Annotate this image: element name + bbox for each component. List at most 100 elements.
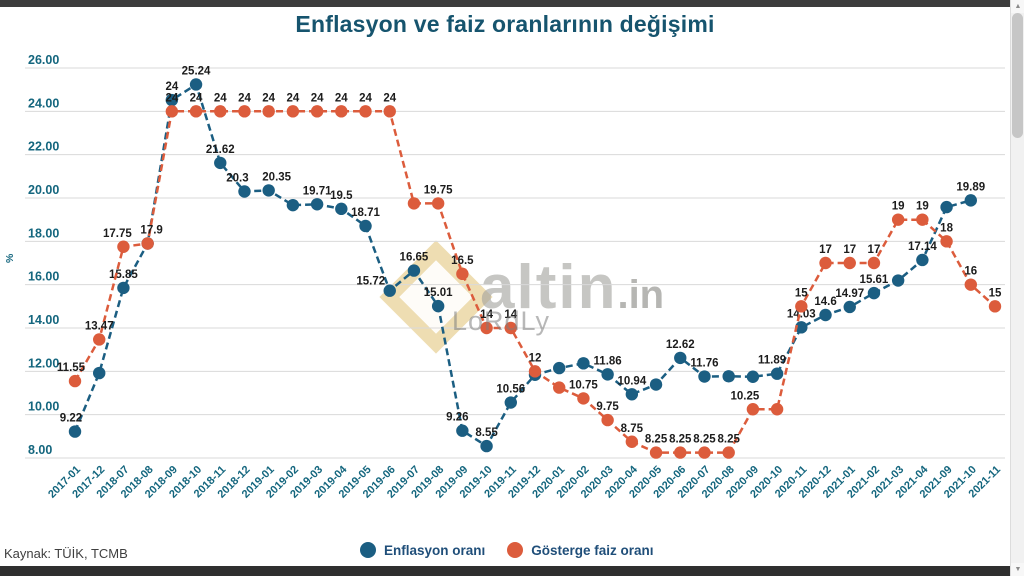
data-point-label: 20.3 — [226, 173, 248, 185]
data-point-label: 25.24 — [182, 65, 211, 77]
data-point-marker — [988, 300, 1002, 313]
data-point-marker — [93, 366, 106, 380]
chart-legend: Enflasyon oranı Gösterge faiz oranı — [360, 542, 654, 558]
legend-item-interest: Gösterge faiz oranı — [507, 542, 654, 558]
data-point-label: 17.14 — [908, 241, 937, 253]
data-point-label: 15.72 — [356, 276, 385, 288]
data-point-label: 10.25 — [731, 390, 760, 402]
data-point-label: 24 — [214, 92, 227, 104]
data-point-label: 9.26 — [446, 412, 468, 424]
data-point-marker — [68, 374, 82, 388]
data-point-label: 9.22 — [60, 413, 82, 425]
data-point-label: 14 — [480, 309, 493, 321]
data-point-label: 13.47 — [85, 320, 114, 332]
data-point-label: 15 — [989, 287, 1002, 299]
data-point-label: 15 — [795, 287, 808, 299]
data-point-label: 17.75 — [103, 228, 132, 240]
y-tick-label: 16.00 — [28, 270, 59, 284]
data-point-marker — [625, 435, 639, 448]
series-line — [73, 110, 996, 454]
data-point-label: 19 — [892, 201, 905, 213]
data-point-marker — [722, 370, 735, 383]
data-point-label: 11.89 — [758, 355, 786, 367]
legend-label-interest: Gösterge faiz oranı — [531, 542, 654, 558]
data-point-marker — [335, 202, 348, 216]
y-tick-label: 20.00 — [28, 183, 59, 197]
data-point-marker — [649, 446, 663, 459]
data-point-label: 24 — [335, 92, 348, 104]
data-point-label: 15.01 — [424, 287, 453, 299]
data-point-label: 15.85 — [109, 269, 138, 281]
data-point-marker — [262, 105, 275, 118]
data-point-marker — [165, 105, 179, 118]
y-tick-label: 24.00 — [28, 96, 59, 110]
data-point-label: 14 — [504, 309, 517, 321]
data-point-marker — [674, 446, 687, 459]
series-line — [73, 82, 972, 448]
data-point-marker — [891, 213, 905, 226]
data-point-label: 10.56 — [496, 384, 525, 396]
data-point-marker — [117, 281, 130, 295]
data-point-marker — [795, 300, 808, 313]
data-point-marker — [601, 413, 614, 427]
data-point-marker — [383, 105, 396, 118]
data-point-label: 11.76 — [690, 358, 718, 370]
data-point-marker — [214, 105, 227, 118]
data-point-label: 24 — [238, 92, 251, 104]
watermark-brand-tld: .in — [617, 273, 665, 317]
data-point-marker — [577, 392, 590, 405]
data-point-label: 8.75 — [621, 423, 644, 435]
data-point-label: 24 — [165, 81, 178, 93]
data-point-marker — [867, 256, 881, 270]
data-point-marker — [286, 105, 300, 118]
y-tick-label: 18.00 — [28, 226, 59, 240]
data-point-marker — [819, 308, 832, 322]
y-tick-label: 22.00 — [28, 140, 59, 154]
data-point-label: 14.6 — [814, 296, 836, 308]
y-tick-label: 12.00 — [28, 356, 59, 370]
top-letterbox-bar — [0, 0, 1010, 7]
data-point-marker — [431, 299, 445, 313]
data-point-label: 19.71 — [303, 185, 332, 197]
data-point-label: 14.97 — [835, 288, 864, 300]
interest-series-dot-icon — [507, 542, 524, 558]
data-point-marker — [528, 365, 542, 378]
scroll-up-icon[interactable]: ▲ — [1011, 0, 1024, 13]
data-point-label: 19 — [916, 201, 929, 213]
data-point-label: 18.71 — [351, 207, 380, 219]
data-point-marker — [770, 367, 784, 380]
data-point-marker — [407, 264, 421, 277]
data-point-marker — [141, 237, 154, 250]
y-tick-label: 10.00 — [28, 400, 59, 414]
data-point-label: 19.5 — [330, 190, 353, 202]
chart-title: Enflasyon ve faiz oranlarının değişimi — [295, 11, 715, 37]
data-point-marker — [916, 213, 929, 226]
data-point-marker — [625, 388, 639, 401]
legend-item-inflation: Enflasyon oranı — [360, 542, 485, 558]
data-point-marker — [843, 300, 856, 314]
data-point-label: 24 — [262, 92, 275, 104]
data-point-marker — [795, 321, 808, 334]
data-point-label: 14.03 — [787, 308, 816, 320]
data-point-marker — [335, 105, 348, 118]
data-point-marker — [480, 439, 493, 453]
scroll-down-icon[interactable]: ▼ — [1011, 563, 1024, 576]
data-point-label: 11.86 — [594, 355, 622, 367]
data-point-marker — [68, 425, 82, 438]
data-point-label: 18 — [940, 222, 953, 234]
data-point-label: 15.61 — [860, 274, 889, 286]
vertical-scrollbar[interactable]: ▲ ▼ — [1010, 0, 1024, 576]
data-point-marker — [504, 321, 517, 335]
data-point-marker — [407, 197, 421, 210]
data-point-marker — [238, 105, 251, 118]
data-point-marker — [189, 78, 203, 91]
data-point-marker — [940, 200, 953, 214]
data-point-marker — [867, 286, 881, 300]
data-point-marker — [93, 333, 106, 346]
data-point-marker — [577, 357, 590, 370]
data-point-label: 16 — [964, 266, 977, 278]
data-point-marker — [940, 235, 953, 248]
scrollbar-thumb[interactable] — [1012, 13, 1023, 138]
data-point-label: 24 — [383, 92, 396, 104]
